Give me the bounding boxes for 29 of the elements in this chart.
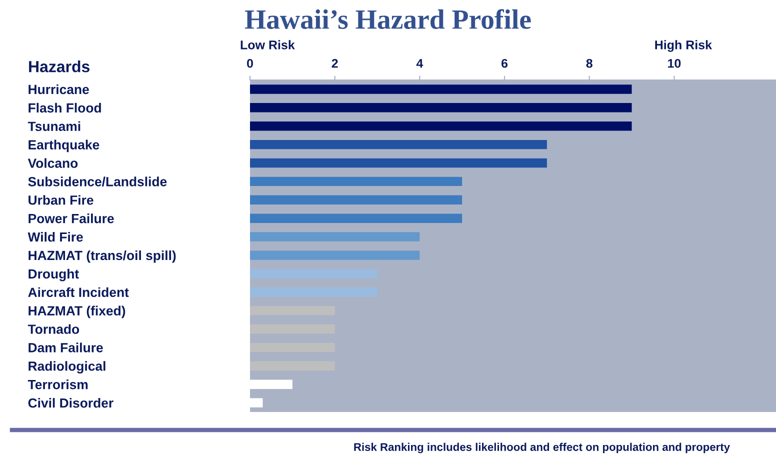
chart-title: Hawaii’s Hazard Profile (244, 9, 531, 29)
text: Low Risk (240, 40, 295, 50)
y-tick-label: Drought (28, 268, 79, 282)
y-tick-label: Subsidence/Landslide (28, 176, 167, 186)
y-tick-label: HAZMAT (trans/oil spill) (28, 250, 176, 263)
y-tick-label: Wild Fire (28, 232, 83, 242)
y-tick-label: Volcano (28, 158, 78, 168)
y-tick-label: Terrorism (28, 380, 88, 390)
text: High Risk (655, 40, 712, 52)
y-tick-label: Aircraft Incident (28, 287, 129, 298)
x-tick-label: 4 (416, 59, 424, 68)
x-tick-label: 8 (586, 58, 592, 68)
y-tick-label: Hurricane (28, 84, 89, 94)
x-tick-label: 2 (332, 58, 338, 68)
y-tick-label: HAZMAT (fixed) (28, 306, 126, 318)
x-tick-label: 0 (247, 58, 253, 68)
y-tick-label: Tsunami (28, 121, 80, 132)
y-tick-label: Earthquake (28, 140, 100, 152)
x-tick-label: 6 (502, 58, 508, 68)
x-tick-label: 10 (668, 58, 681, 68)
y-tick-label: Dam Failure (28, 342, 103, 352)
text: Risk Ranking includes likelihood and effect on population and property (354, 442, 730, 454)
y-axis-title: Hazards (29, 60, 90, 72)
y-tick-label: Tornado (28, 324, 80, 334)
y-tick-label: Power Failure (28, 214, 114, 224)
y-tick-label: Urban Fire (28, 195, 94, 205)
y-tick-label: Radiological (28, 361, 106, 374)
y-tick-label: Flash Flood (28, 102, 101, 113)
y-tick-label: Civil Disorder (28, 398, 114, 408)
